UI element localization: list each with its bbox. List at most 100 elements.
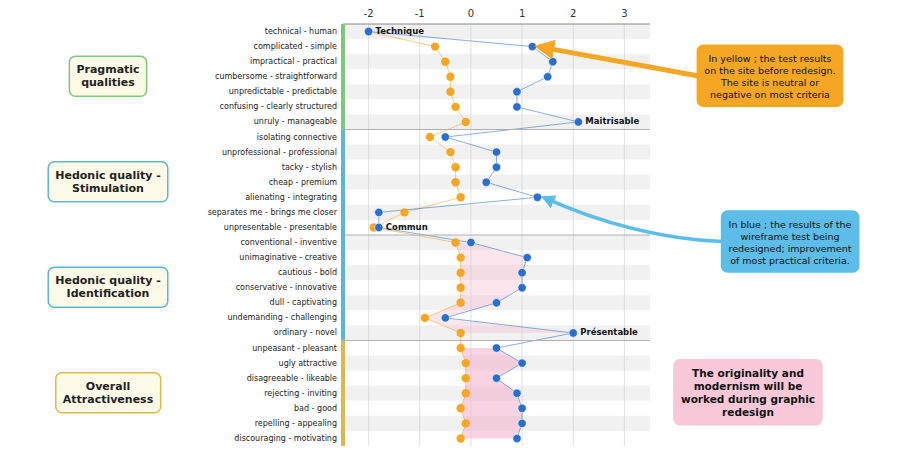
callout-arrow bbox=[538, 47, 697, 76]
text-line: Stimulation bbox=[72, 182, 144, 195]
text-line: modernism will be bbox=[694, 380, 803, 392]
dot bbox=[462, 389, 470, 397]
tick-label: 2 bbox=[570, 8, 576, 19]
annotation: Maitrisable bbox=[585, 116, 639, 126]
row-backgrounds bbox=[343, 24, 650, 446]
text-line: Attractiveness bbox=[63, 393, 154, 406]
text-line: Overall bbox=[86, 380, 130, 393]
category-label: unimaginative - creative bbox=[239, 253, 337, 262]
dot bbox=[513, 88, 521, 96]
category-label: rejecting - inviting bbox=[264, 389, 337, 398]
dot bbox=[446, 73, 454, 81]
dot bbox=[513, 434, 521, 442]
category-label: ordinary - novel bbox=[274, 328, 337, 337]
category-label: disagreeable - likeable bbox=[247, 374, 337, 383]
dot bbox=[467, 238, 475, 246]
annotation: Présentable bbox=[580, 327, 638, 337]
section-divider bbox=[343, 234, 650, 235]
dot bbox=[375, 223, 383, 231]
section-bar bbox=[341, 235, 345, 341]
dot bbox=[451, 238, 459, 246]
dot bbox=[518, 284, 526, 292]
tick-label: 3 bbox=[621, 8, 627, 19]
text-box bbox=[69, 56, 146, 96]
category-label: unpredictable - predictable bbox=[229, 87, 337, 96]
dot bbox=[492, 163, 500, 171]
row-band bbox=[343, 310, 650, 325]
dot bbox=[375, 208, 383, 216]
text-box bbox=[674, 360, 822, 425]
dot bbox=[492, 148, 500, 156]
category-label: bad - good bbox=[294, 404, 337, 413]
category-label: unprofessional - professional bbox=[222, 148, 337, 157]
section-label: Pragmaticqualities bbox=[76, 63, 139, 89]
section-fill bbox=[425, 243, 573, 333]
text-line: qualities bbox=[81, 76, 135, 89]
annotation: Technique bbox=[376, 26, 425, 36]
text-line: Hedonic quality - bbox=[55, 169, 161, 182]
text-line: redesigned; improvement bbox=[729, 242, 852, 253]
dot bbox=[492, 374, 500, 382]
tick-label: -2 bbox=[364, 8, 374, 19]
category-label: repelling - appealing bbox=[255, 419, 337, 428]
dot bbox=[441, 133, 449, 141]
callouts: In yellow ; the test resultson the site … bbox=[538, 45, 858, 425]
section-divider bbox=[343, 129, 650, 130]
text-box bbox=[722, 211, 859, 272]
dot bbox=[549, 57, 557, 65]
row-band bbox=[343, 235, 650, 250]
dot bbox=[462, 374, 470, 382]
callout-text: The originality andmodernism will bework… bbox=[681, 367, 815, 418]
text-line: negative on most criteria bbox=[710, 88, 830, 99]
text-line: redesign bbox=[722, 406, 774, 418]
dot bbox=[569, 329, 577, 337]
row-band bbox=[343, 84, 650, 99]
row-band bbox=[343, 190, 650, 205]
category-label: unruly - manageable bbox=[254, 117, 337, 126]
section-label: OverallAttractiveness bbox=[63, 380, 154, 406]
section-label: Hedonic quality -Stimulation bbox=[55, 169, 161, 195]
row-band bbox=[343, 175, 650, 190]
chart: -2-10123technical - humancomplicated - s… bbox=[0, 0, 902, 454]
callout-text: In yellow ; the test resultson the site … bbox=[704, 52, 835, 99]
dot bbox=[451, 103, 459, 111]
dot bbox=[441, 57, 449, 65]
section-bar bbox=[341, 24, 345, 130]
dot bbox=[426, 133, 434, 141]
text-line: Identification bbox=[67, 287, 150, 300]
dot bbox=[518, 359, 526, 367]
dot bbox=[456, 434, 464, 442]
row-band bbox=[343, 114, 650, 129]
callout-arrow bbox=[543, 197, 721, 241]
section-labels: Pragmaticqualities Hedonic quality -Stimu… bbox=[48, 56, 168, 413]
dot bbox=[543, 73, 551, 81]
dot bbox=[364, 27, 372, 35]
category-label: cumbersome - straightforward bbox=[215, 72, 337, 81]
dot bbox=[456, 268, 464, 276]
dot bbox=[574, 118, 582, 126]
text-line: wireframe test being bbox=[741, 230, 840, 241]
dot bbox=[456, 329, 464, 337]
text-line: on the site before redesign. bbox=[704, 64, 835, 75]
dot bbox=[456, 299, 464, 307]
dot bbox=[431, 42, 439, 50]
dot bbox=[533, 193, 541, 201]
section-bar bbox=[341, 341, 345, 447]
category-label: confusing - clearly structured bbox=[220, 102, 337, 111]
dot bbox=[446, 148, 454, 156]
dot bbox=[462, 118, 470, 126]
text-box bbox=[56, 373, 161, 413]
dot bbox=[451, 163, 459, 171]
dot bbox=[528, 42, 536, 50]
dot bbox=[400, 208, 408, 216]
category-label: cautious - bold bbox=[278, 268, 337, 277]
dot bbox=[518, 404, 526, 412]
text-box bbox=[48, 162, 168, 202]
text-line: In blue ; the results of the bbox=[729, 218, 852, 229]
dot bbox=[451, 178, 459, 186]
dot bbox=[446, 88, 454, 96]
callout-text: In blue ; the results of thewireframe te… bbox=[729, 218, 852, 265]
row-band bbox=[343, 69, 650, 84]
row-band bbox=[343, 205, 650, 220]
category-label: dull - captivating bbox=[270, 298, 337, 307]
